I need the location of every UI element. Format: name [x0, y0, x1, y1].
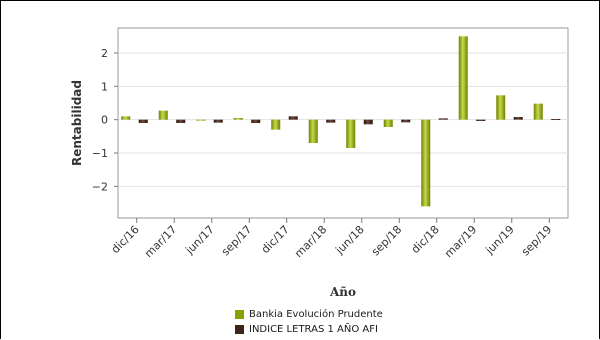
bar-series-2[interactable] [138, 119, 148, 123]
x-tick-label: jun/19 [482, 223, 516, 257]
x-tick-label: jun/18 [332, 223, 366, 257]
legend-swatch-series-2 [235, 325, 244, 334]
bar-series-1[interactable] [458, 36, 468, 120]
bar-series-1[interactable] [233, 118, 243, 120]
bars [121, 36, 561, 207]
bar-series-1[interactable] [383, 119, 393, 127]
bar-series-1[interactable] [121, 116, 131, 120]
x-tick-label: jun/17 [182, 223, 216, 257]
x-tick-label: mar/19 [442, 223, 479, 260]
bar-series-2[interactable] [513, 117, 523, 120]
bar-series-2[interactable] [438, 118, 448, 120]
x-axis: dic/16 mar/17 jun/17 sep/17 dic/17 mar/18 jun/… [109, 218, 554, 260]
y-tick-label: 1 [101, 80, 108, 93]
y-axis: 2 1 0 −1 −2 [92, 47, 118, 193]
bar-series-1[interactable] [496, 95, 506, 120]
y-axis-label: Rentabilidad [70, 80, 84, 166]
x-tick-label: sep/18 [369, 223, 404, 258]
x-tick-label: mar/17 [142, 223, 179, 260]
y-tick-label: 0 [101, 114, 108, 127]
x-tick-label: dic/18 [409, 223, 442, 256]
bar-series-2[interactable] [401, 119, 411, 123]
x-tick-label: mar/18 [292, 223, 329, 260]
y-tick-label: −2 [92, 180, 108, 193]
bar-series-1[interactable] [421, 119, 431, 207]
x-tick-label: dic/17 [259, 223, 292, 256]
bar-series-1[interactable] [158, 110, 168, 120]
bar-series-2[interactable] [176, 119, 186, 123]
legend-swatch-series-1 [235, 310, 244, 319]
x-axis-label: Año [329, 285, 356, 299]
legend: Bankia Evolución Prudente INDICE LETRAS … [235, 307, 383, 337]
plot-area [117, 27, 569, 219]
bar-series-1[interactable] [308, 119, 318, 143]
legend-label-series-1: Bankia Evolución Prudente [249, 309, 383, 320]
grid-lines [118, 52, 568, 187]
legend-item-series-1[interactable]: Bankia Evolución Prudente [235, 307, 383, 322]
bar-series-2[interactable] [213, 119, 223, 123]
legend-label-series-2: INDICE LETRAS 1 AÑO AFI [249, 324, 378, 335]
bar-series-1[interactable] [533, 103, 543, 120]
bar-series-2[interactable] [551, 119, 561, 120]
bar-series-2[interactable] [326, 119, 336, 123]
bar-series-2[interactable] [476, 119, 486, 121]
bar-series-1[interactable] [271, 119, 281, 130]
x-tick-label: sep/19 [519, 223, 554, 258]
legend-item-series-2[interactable]: INDICE LETRAS 1 AÑO AFI [235, 322, 383, 337]
x-tick-label: sep/17 [219, 223, 254, 258]
y-tick-label: 2 [101, 47, 108, 60]
x-tick-label: dic/16 [109, 223, 142, 256]
bar-series-2[interactable] [251, 119, 261, 123]
bar-series-1[interactable] [196, 119, 206, 121]
bar-series-2[interactable] [363, 119, 373, 125]
y-tick-label: −1 [92, 147, 108, 160]
bar-series-2[interactable] [288, 116, 298, 120]
bar-series-1[interactable] [346, 119, 356, 148]
